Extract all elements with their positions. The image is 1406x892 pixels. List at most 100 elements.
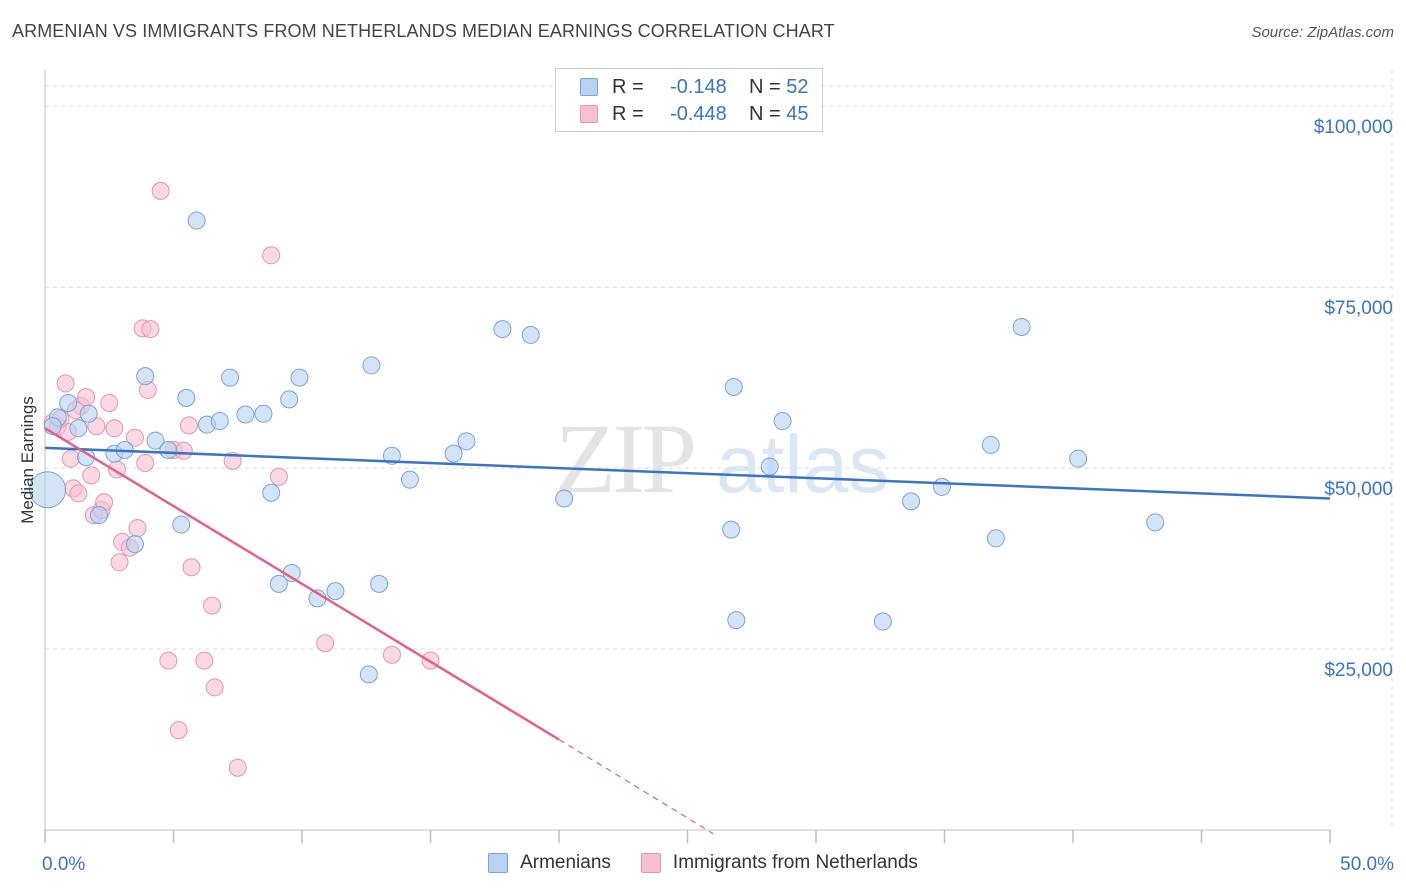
trend-armenians bbox=[44, 446, 1331, 500]
trend-netherlands bbox=[44, 427, 560, 741]
legend-row-netherlands: R = -0.448 N = 45 bbox=[580, 102, 809, 126]
point-armenians bbox=[280, 390, 299, 409]
point-armenians bbox=[326, 582, 345, 601]
point-netherlands bbox=[128, 519, 147, 538]
point-armenians bbox=[79, 404, 98, 423]
point-armenians bbox=[172, 515, 191, 534]
point-armenians bbox=[146, 431, 165, 450]
point-netherlands bbox=[159, 651, 178, 670]
x-tick-label-left: 0.0% bbox=[42, 854, 85, 875]
points-armenians bbox=[29, 211, 1165, 684]
y-axis-label: Median Earnings bbox=[18, 396, 37, 524]
point-armenians bbox=[902, 492, 921, 511]
y-tick-labels: $25,000 $50,000 $75,000 $100,000 bbox=[1314, 117, 1393, 681]
legend-label-netherlands: Immigrants from Netherlands bbox=[672, 852, 918, 873]
legend-swatch-netherlands bbox=[640, 853, 661, 873]
point-armenians bbox=[125, 535, 144, 554]
point-netherlands bbox=[82, 466, 101, 485]
point-armenians bbox=[932, 477, 951, 496]
trend-netherlands-extension bbox=[558, 739, 714, 835]
point-armenians bbox=[457, 432, 476, 451]
legend-swatch-netherlands bbox=[580, 105, 598, 123]
trend-lines bbox=[44, 427, 1331, 835]
point-armenians bbox=[1069, 449, 1088, 468]
point-armenians bbox=[727, 611, 746, 630]
point-armenians bbox=[290, 368, 309, 387]
point-armenians bbox=[359, 665, 378, 684]
point-armenians bbox=[1012, 317, 1031, 336]
legend-r-value: -0.448 bbox=[670, 102, 727, 125]
point-armenians bbox=[400, 470, 419, 489]
point-armenians bbox=[136, 367, 155, 386]
point-netherlands bbox=[125, 428, 144, 447]
source-label: Source: ZipAtlas.com bbox=[1251, 24, 1394, 41]
legend-label-armenians: Armenians bbox=[520, 852, 611, 873]
point-netherlands bbox=[179, 416, 198, 435]
legend-r-value: -0.148 bbox=[670, 75, 727, 98]
point-armenians bbox=[254, 404, 273, 423]
point-armenians bbox=[521, 325, 540, 344]
point-armenians bbox=[722, 520, 741, 539]
point-armenians bbox=[177, 388, 196, 407]
point-armenians bbox=[986, 529, 1005, 548]
legend-n-label: N = bbox=[749, 102, 781, 125]
point-armenians bbox=[221, 368, 240, 387]
legend-n-value: 45 bbox=[786, 102, 809, 125]
point-netherlands bbox=[382, 645, 401, 664]
point-netherlands bbox=[100, 393, 119, 412]
point-armenians bbox=[873, 612, 892, 631]
point-armenians bbox=[724, 378, 743, 397]
point-netherlands bbox=[205, 678, 224, 697]
point-armenians bbox=[773, 412, 792, 431]
point-armenians bbox=[59, 393, 78, 412]
watermark-zip: ZIP bbox=[555, 403, 693, 514]
point-netherlands bbox=[182, 558, 201, 577]
point-netherlands bbox=[169, 721, 188, 740]
point-netherlands bbox=[228, 758, 247, 777]
legend-item-netherlands: Immigrants from Netherlands bbox=[640, 852, 918, 874]
point-armenians bbox=[493, 320, 512, 339]
point-armenians bbox=[362, 356, 381, 375]
point-armenians bbox=[760, 457, 779, 476]
point-netherlands bbox=[136, 454, 155, 473]
point-armenians bbox=[210, 412, 229, 431]
y-tick-label: $75,000 bbox=[1324, 298, 1393, 319]
legend-n-value: 52 bbox=[786, 75, 809, 98]
y-tick-label: $25,000 bbox=[1324, 660, 1393, 681]
point-armenians bbox=[1146, 513, 1165, 532]
point-armenians bbox=[981, 435, 1000, 454]
legend-swatch-armenians bbox=[488, 853, 509, 873]
point-netherlands bbox=[269, 467, 288, 486]
point-armenians bbox=[269, 574, 288, 593]
point-armenians bbox=[159, 441, 178, 459]
axes bbox=[44, 70, 1331, 843]
point-armenians bbox=[382, 446, 401, 465]
point-netherlands bbox=[195, 651, 214, 670]
point-netherlands bbox=[174, 441, 193, 460]
point-armenians bbox=[89, 506, 108, 525]
point-netherlands bbox=[61, 449, 80, 468]
point-netherlands bbox=[151, 181, 170, 200]
point-netherlands bbox=[141, 320, 160, 339]
legend-stats: R = -0.148 N = 52 R = -0.448 N = 45 bbox=[555, 68, 823, 132]
legend-row-armenians: R = -0.148 N = 52 bbox=[580, 75, 809, 99]
point-netherlands bbox=[110, 553, 129, 572]
point-netherlands bbox=[105, 419, 124, 438]
legend-item-armenians: Armenians bbox=[488, 852, 611, 874]
point-armenians bbox=[187, 211, 206, 230]
point-armenians bbox=[262, 483, 281, 502]
point-armenians bbox=[444, 444, 463, 463]
legend-swatch-armenians bbox=[580, 78, 598, 96]
grid-lines bbox=[45, 70, 1393, 830]
y-tick-label: $100,000 bbox=[1314, 117, 1393, 138]
point-netherlands bbox=[262, 246, 281, 265]
point-armenians bbox=[69, 419, 88, 438]
point-netherlands bbox=[69, 484, 88, 503]
legend-r-label: R = bbox=[612, 102, 644, 125]
y-tick-label: $50,000 bbox=[1324, 479, 1393, 500]
point-armenians bbox=[555, 489, 574, 508]
point-armenians bbox=[370, 574, 389, 593]
x-tick-labels: 0.0% 50.0% bbox=[42, 854, 1394, 875]
point-netherlands bbox=[56, 374, 75, 393]
